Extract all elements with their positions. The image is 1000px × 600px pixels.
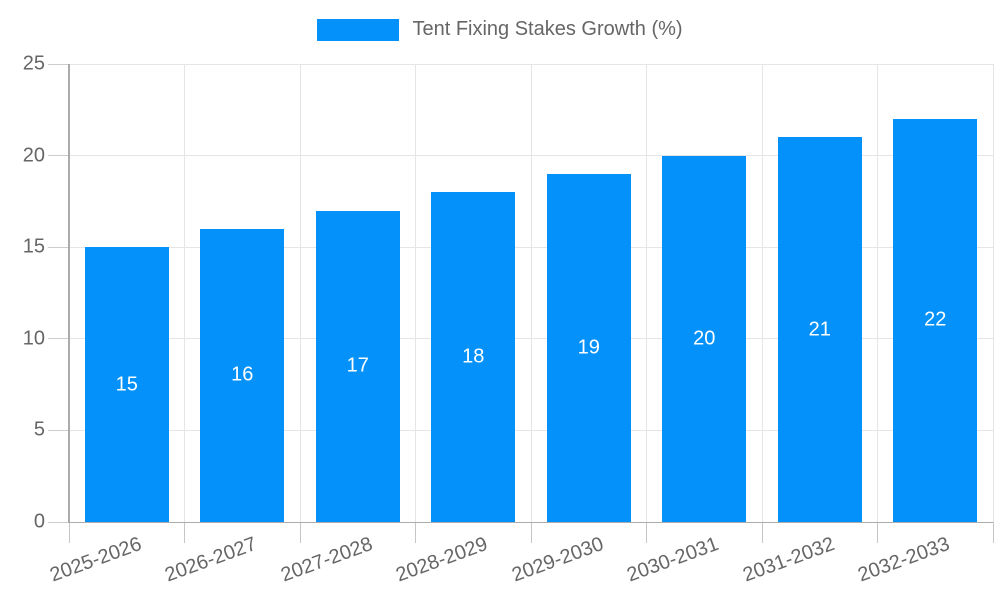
bar-value-label: 22 — [924, 308, 947, 331]
grid-line-vertical — [530, 64, 532, 522]
grid-line-vertical — [877, 64, 878, 522]
grid-line-vertical — [184, 64, 185, 522]
bar-value-label: 16 — [231, 363, 254, 386]
bar-value-label: 18 — [462, 345, 485, 368]
grid-line-vertical — [415, 64, 416, 522]
x-tick-label: 2026-2027 — [162, 533, 260, 587]
x-axis-tick — [646, 522, 647, 543]
bar-2027-2028[interactable] — [315, 210, 400, 522]
x-axis-tick — [68, 522, 70, 543]
bar-2025-2026[interactable] — [84, 247, 169, 522]
x-axis-tick — [761, 522, 763, 543]
y-axis-tick — [48, 63, 69, 65]
grid-line-vertical — [299, 64, 301, 522]
bar-2030-2031[interactable] — [662, 155, 747, 522]
legend-label: Tent Fixing Stakes Growth (%) — [412, 18, 683, 40]
bar-2026-2027[interactable] — [200, 228, 285, 522]
grid-line-vertical — [646, 64, 647, 522]
bar-2029-2030[interactable] — [546, 173, 631, 522]
y-tick-label: 10 — [22, 327, 45, 350]
grid-line-vertical — [761, 64, 763, 522]
x-tick-label: 2027-2028 — [277, 533, 376, 587]
x-tick-label: 2031-2032 — [739, 533, 838, 587]
bar-value-label: 19 — [577, 336, 600, 359]
legend[interactable]: Tent Fixing Stakes Growth (%) — [0, 18, 1000, 41]
bar-value-label: 21 — [808, 318, 831, 341]
y-axis-line — [68, 64, 70, 523]
grid-line-vertical — [992, 64, 994, 522]
y-tick-label: 0 — [33, 510, 45, 533]
y-axis-tick — [48, 155, 69, 157]
x-axis-tick — [415, 522, 416, 543]
x-axis-line — [69, 521, 993, 523]
x-tick-label: 2032-2033 — [855, 533, 953, 587]
x-tick-label: 2025-2026 — [46, 533, 145, 587]
y-tick-label: 20 — [22, 144, 45, 167]
bar-2031-2032[interactable] — [777, 137, 862, 522]
bar-value-label: 20 — [693, 327, 716, 350]
x-tick-label: 2030-2031 — [624, 533, 722, 587]
y-tick-label: 5 — [33, 418, 45, 441]
y-tick-label: 25 — [22, 52, 45, 75]
x-axis-tick — [530, 522, 532, 543]
x-axis-tick — [184, 522, 185, 543]
x-axis-tick — [877, 522, 878, 543]
y-axis-tick — [48, 521, 69, 523]
x-tick-label: 2028-2029 — [393, 533, 491, 587]
bar-value-label: 17 — [346, 354, 369, 377]
x-axis-tick — [299, 522, 301, 543]
y-tick-label: 15 — [22, 235, 45, 258]
y-axis-tick — [48, 246, 69, 248]
y-axis-tick — [48, 338, 69, 340]
bar-2028-2029[interactable] — [431, 192, 516, 522]
legend-swatch — [317, 18, 400, 41]
bar-value-label: 15 — [115, 373, 138, 396]
bar-2032-2033[interactable] — [893, 118, 978, 522]
y-axis-tick — [48, 429, 69, 431]
x-axis-tick — [992, 522, 994, 543]
x-tick-label: 2029-2030 — [508, 533, 607, 587]
